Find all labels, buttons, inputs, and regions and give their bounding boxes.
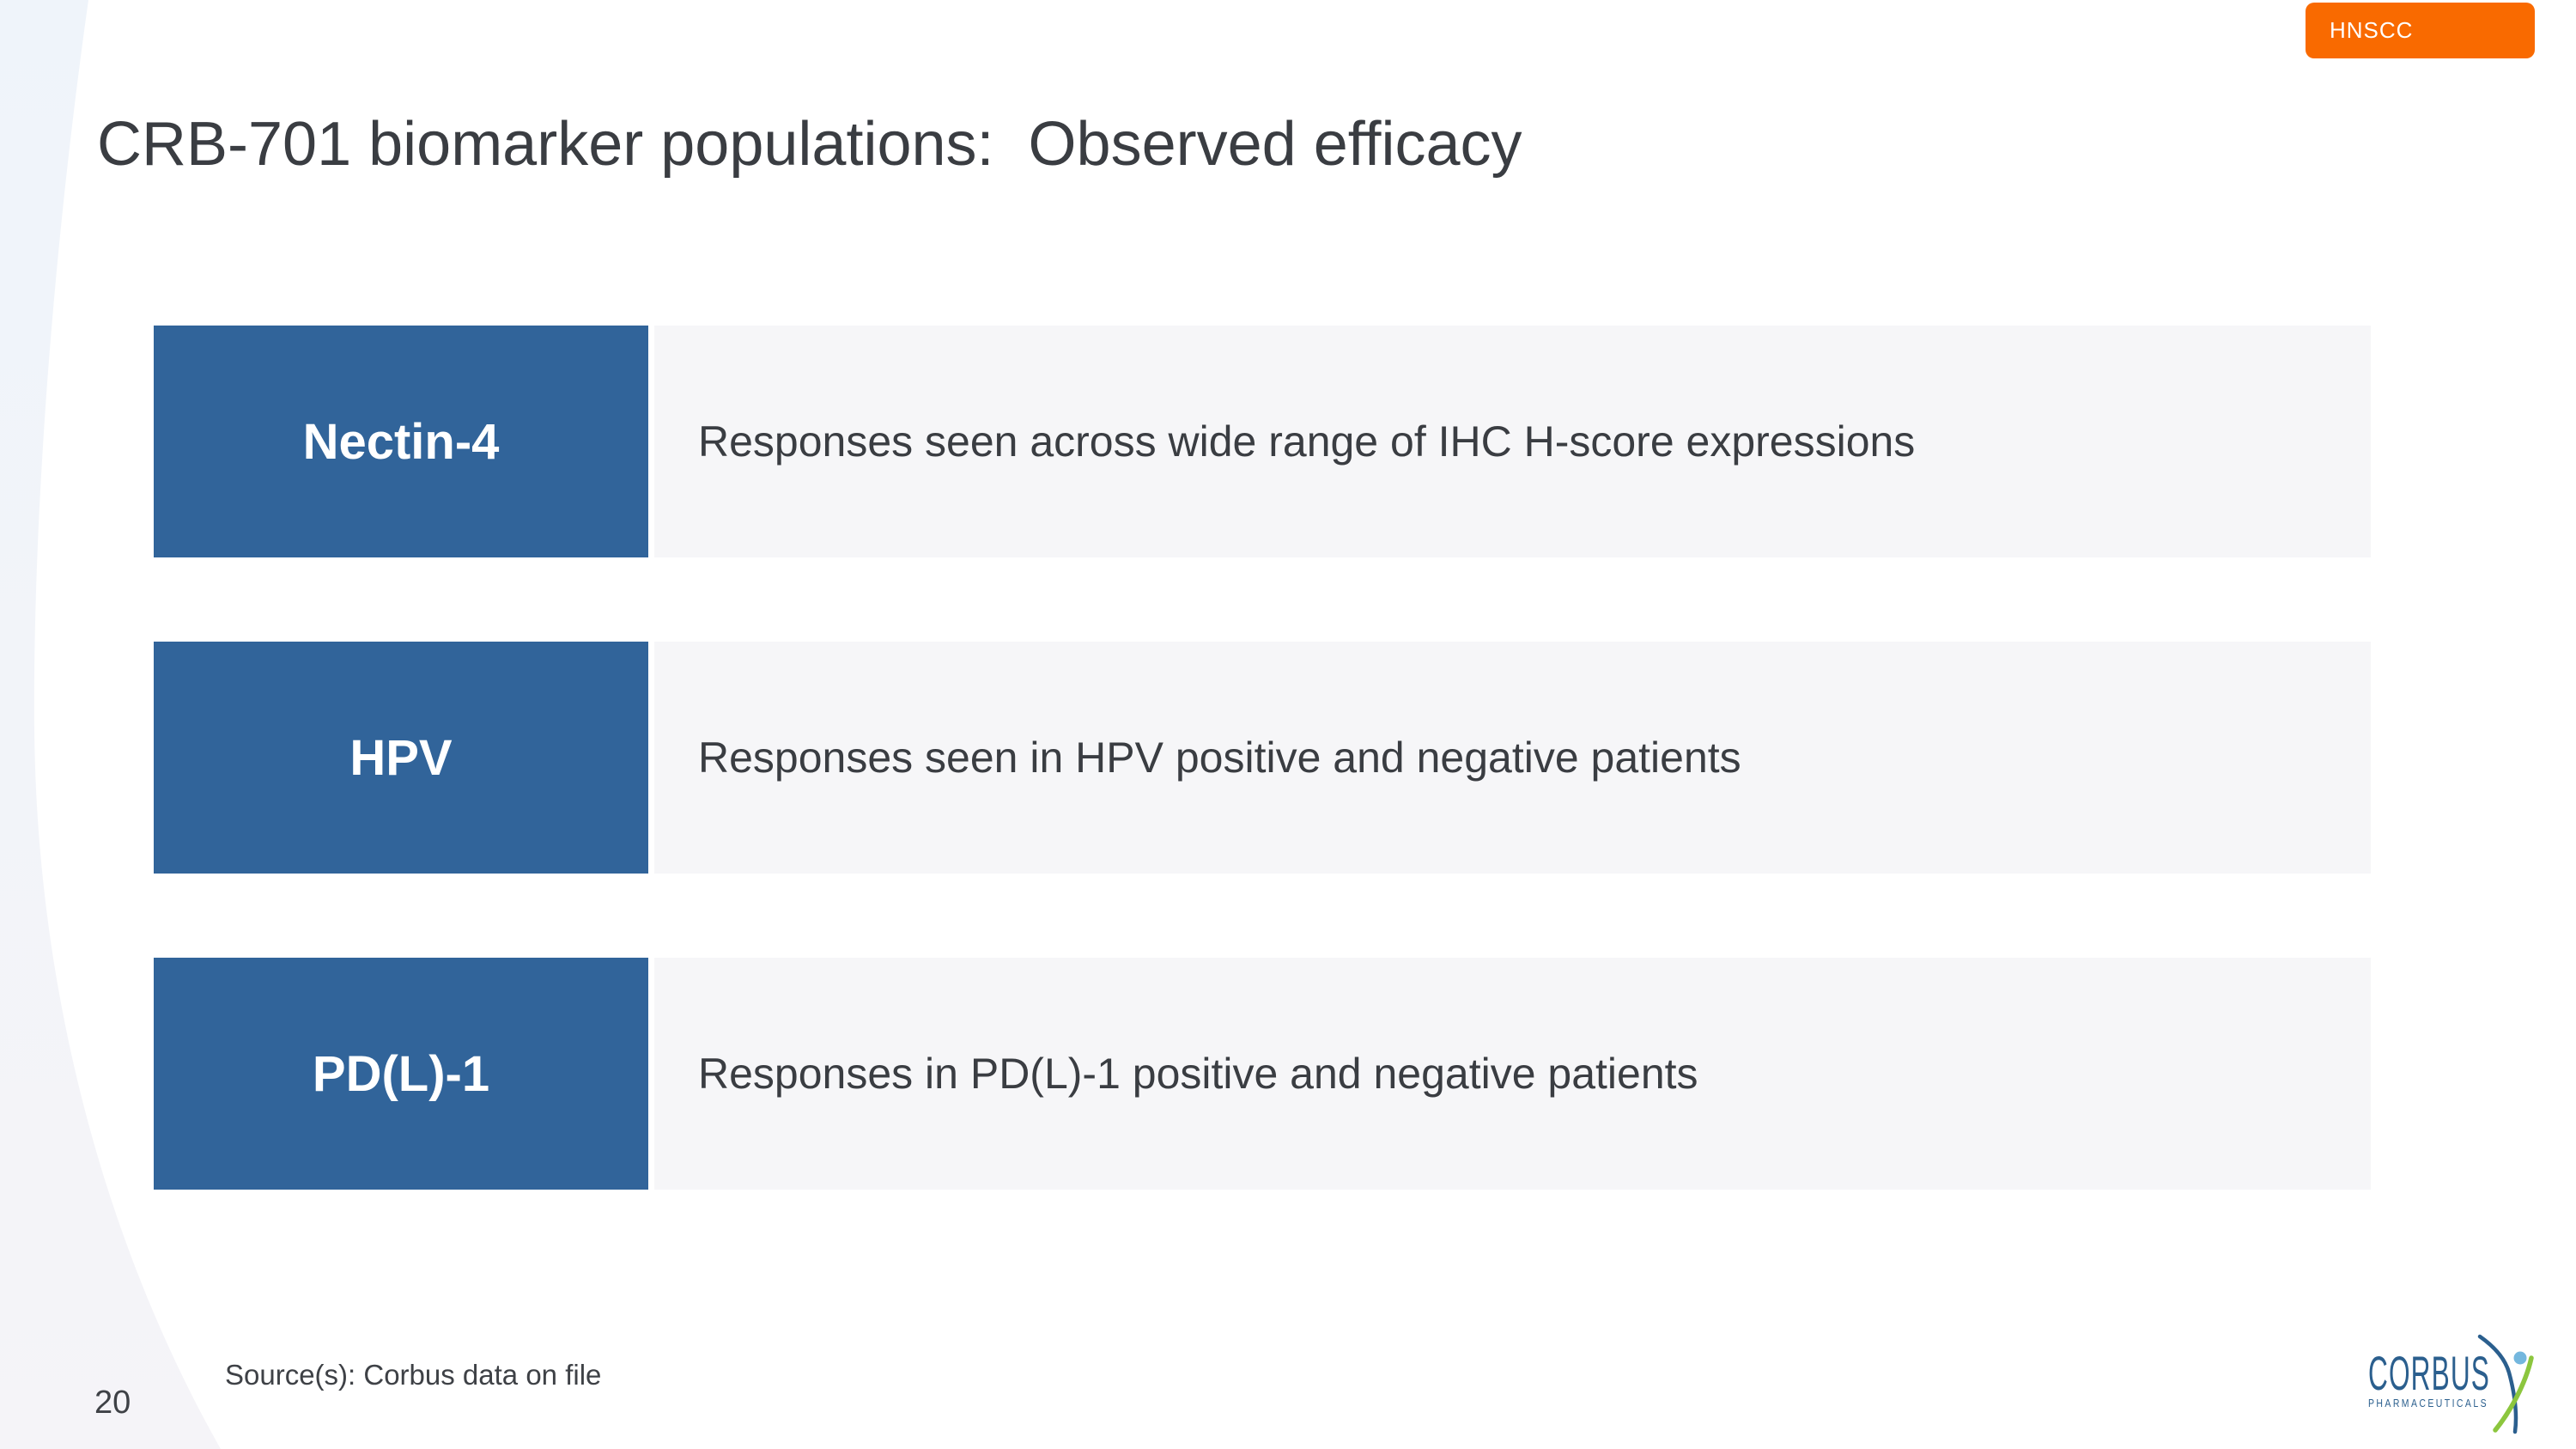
- biomarker-row-hpv: HPV Responses seen in HPV positive and n…: [154, 642, 2371, 874]
- hnscc-badge-label: HNSCC: [2330, 17, 2414, 43]
- corbus-logo-wordmark: CORBUS: [2368, 1346, 2490, 1400]
- biomarker-description: Responses seen in HPV positive and negat…: [698, 734, 1741, 782]
- corbus-figure-icon: [2477, 1334, 2534, 1434]
- biomarker-description: Responses in PD(L)-1 positive and negati…: [698, 1050, 1698, 1098]
- biomarker-label-box: PD(L)-1: [154, 958, 648, 1190]
- source-note: Source(s): Corbus data on file: [225, 1359, 602, 1391]
- biomarker-label: HPV: [349, 729, 453, 786]
- page-title: CRB-701 biomarker populations: Observed …: [97, 110, 1522, 179]
- hnscc-badge: HNSCC: [2306, 3, 2535, 58]
- biomarker-label: PD(L)-1: [312, 1045, 490, 1102]
- biomarker-label-box: HPV: [154, 642, 648, 874]
- biomarker-label-box: Nectin-4: [154, 326, 648, 557]
- biomarker-description: Responses seen across wide range of IHC …: [698, 417, 1916, 466]
- corbus-logo-subtext: PHARMACEUTICALS: [2368, 1397, 2488, 1409]
- biomarker-rows: Nectin-4 Responses seen across wide rang…: [154, 326, 2371, 1190]
- biomarker-row-pdl1: PD(L)-1 Responses in PD(L)-1 positive an…: [154, 958, 2371, 1190]
- corbus-logo: CORBUS PHARMACEUTICALS: [2368, 1334, 2534, 1434]
- biomarker-description-box: Responses seen in HPV positive and negat…: [654, 642, 2371, 874]
- figure-head: [2513, 1351, 2527, 1365]
- page-number: 20: [94, 1385, 131, 1421]
- biomarker-row-nectin4: Nectin-4 Responses seen across wide rang…: [154, 326, 2371, 557]
- biomarker-description-box: Responses in PD(L)-1 positive and negati…: [654, 958, 2371, 1190]
- biomarker-description-box: Responses seen across wide range of IHC …: [654, 326, 2371, 557]
- biomarker-label: Nectin-4: [302, 413, 500, 470]
